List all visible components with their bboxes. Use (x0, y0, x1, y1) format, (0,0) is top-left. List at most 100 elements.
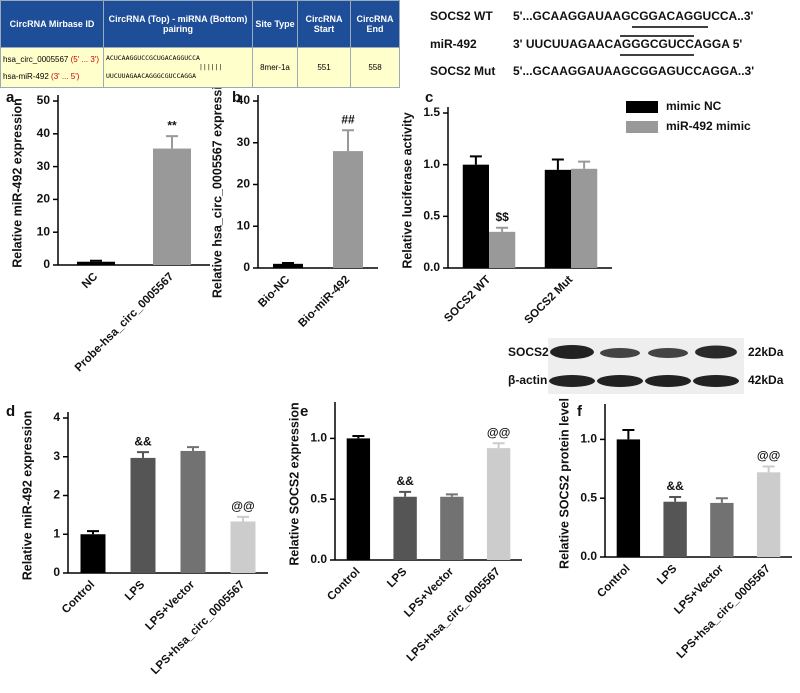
pairing-cell: ACUCAAGGUCCGCUGACAGGUCCA |||||| UUCUUAGA… (103, 47, 253, 88)
legend-swatch (626, 101, 658, 113)
x-tick-label: LPS (655, 563, 680, 588)
error-bar (715, 497, 728, 503)
blot-size: 22kDa (748, 345, 784, 359)
error-bar (669, 496, 682, 502)
blot-size: 42kDa (748, 373, 784, 387)
bar (180, 450, 206, 573)
x-tick-label: LPS+Vector (143, 578, 197, 632)
y-tick-label: 1.5 (423, 105, 440, 119)
bar (440, 496, 464, 560)
circ-id: hsa_circ_0005567 (5' ... 3') (3, 55, 101, 64)
y-axis-label: Relative SOCS2 expression (287, 402, 301, 565)
panel-label: b (232, 89, 241, 106)
band (550, 345, 594, 359)
x-tick-label: Control (595, 563, 632, 600)
error-bar (282, 261, 294, 264)
y-tick-label: 0 (43, 257, 50, 271)
y-axis-label: Relative miR-492 expression (10, 98, 24, 268)
significance: ** (167, 118, 177, 132)
bar (230, 521, 256, 573)
y-tick-label: 1.0 (310, 431, 327, 445)
band (597, 375, 643, 387)
x-tick-label: SOCS2 WT (442, 274, 493, 325)
error-bar (445, 493, 458, 497)
significance: $$ (495, 210, 509, 224)
x-tick-label: SOCS2 Mut (522, 274, 575, 327)
bar (571, 168, 598, 268)
x-tick-label: LPS+hsa_circ_0005567 (149, 579, 247, 677)
bar (489, 231, 516, 268)
x-tick-label: LPS+hsa_circ_0005567 (675, 563, 773, 661)
y-tick-label: 0.0 (423, 260, 440, 274)
y-tick-label: 0.5 (580, 490, 597, 504)
y-tick-label: 0.5 (310, 491, 327, 505)
error-bar (399, 490, 412, 497)
bar (333, 151, 363, 268)
header-cell: CircRNA (Top) - miRNA (Bottom) pairing (103, 0, 253, 48)
bar (273, 263, 303, 268)
error-bar (87, 530, 99, 535)
bar (544, 169, 571, 268)
band (695, 345, 737, 359)
significance: @@ (487, 425, 510, 439)
circ-direction: (5' ... 3') (70, 54, 100, 64)
y-tick-label: 40 (237, 93, 251, 107)
sequences: SOCS2 WT 5'...GCAAGGAUAAGCGGACAGGUCCA..3… (430, 9, 754, 78)
seq-label: SOCS2 Mut (430, 64, 495, 78)
bar (346, 438, 371, 560)
bar (130, 457, 156, 573)
y-tick-label: 3 (53, 449, 60, 463)
error-bar (237, 515, 249, 522)
error-bar (551, 158, 564, 170)
header-cell: CircRNA Mirbase ID (0, 0, 104, 48)
significance: @@ (757, 449, 780, 463)
significance: && (666, 479, 684, 493)
blot-label: β-actin (508, 373, 547, 387)
y-tick-label: 0.0 (580, 549, 597, 563)
panel-label: c (425, 89, 433, 106)
error-bar (578, 160, 591, 169)
panel-label: e (300, 403, 308, 420)
y-tick-label: 0.0 (310, 552, 327, 566)
id-cell: hsa_circ_0005567 (5' ... 3') hsa-miR-492… (0, 47, 104, 88)
panel-label: d (6, 403, 15, 420)
error-bar (352, 434, 365, 439)
header-cell: CircRNA Start (297, 0, 351, 48)
end: 558 (350, 47, 400, 88)
y-tick-label: 40 (37, 126, 51, 140)
error-bar (469, 155, 482, 165)
panel-label: a (6, 89, 15, 106)
seq: 5'...GCAAGGAUAAGCGGAGUCCAGGA..3' (513, 64, 754, 78)
band (645, 375, 691, 387)
y-tick-label: 10 (237, 218, 251, 232)
bar (616, 439, 641, 557)
y-tick-label: 1 (53, 526, 60, 540)
seq: 5'...GCAAGGAUAAGCGGACAGGUCCA..3' (513, 9, 754, 23)
error-bar (187, 446, 199, 451)
error-bar (90, 259, 102, 262)
header-cell: Site Type (252, 0, 298, 48)
bar (393, 496, 417, 560)
y-tick-label: 10 (37, 224, 51, 238)
blot-label: SOCS2 (508, 345, 549, 359)
y-tick-label: 2 (53, 488, 60, 502)
legend-swatch (626, 121, 658, 133)
y-tick-label: 4 (53, 410, 60, 424)
error-bar (342, 129, 354, 152)
x-tick-label: Bio-miR-492 (296, 274, 352, 330)
pair-bonds: |||||| (199, 63, 223, 71)
error-bar (166, 135, 178, 149)
pair-top: ACUCAAGGUCCGCUGACAGGUCCA (106, 54, 200, 62)
y-tick-label: 20 (37, 192, 51, 206)
seq-label: miR-492 (430, 37, 477, 51)
significance: && (134, 434, 152, 448)
panel-label: f (577, 403, 583, 420)
x-tick-label: Control (60, 579, 97, 616)
significance: && (396, 474, 414, 488)
bar (663, 501, 687, 557)
x-tick-label: LPS+hsa_circ_0005567 (405, 566, 503, 664)
seq-label: SOCS2 WT (430, 9, 493, 23)
bar (486, 448, 511, 560)
y-axis-label: Relative miR-492 expression (20, 411, 34, 581)
